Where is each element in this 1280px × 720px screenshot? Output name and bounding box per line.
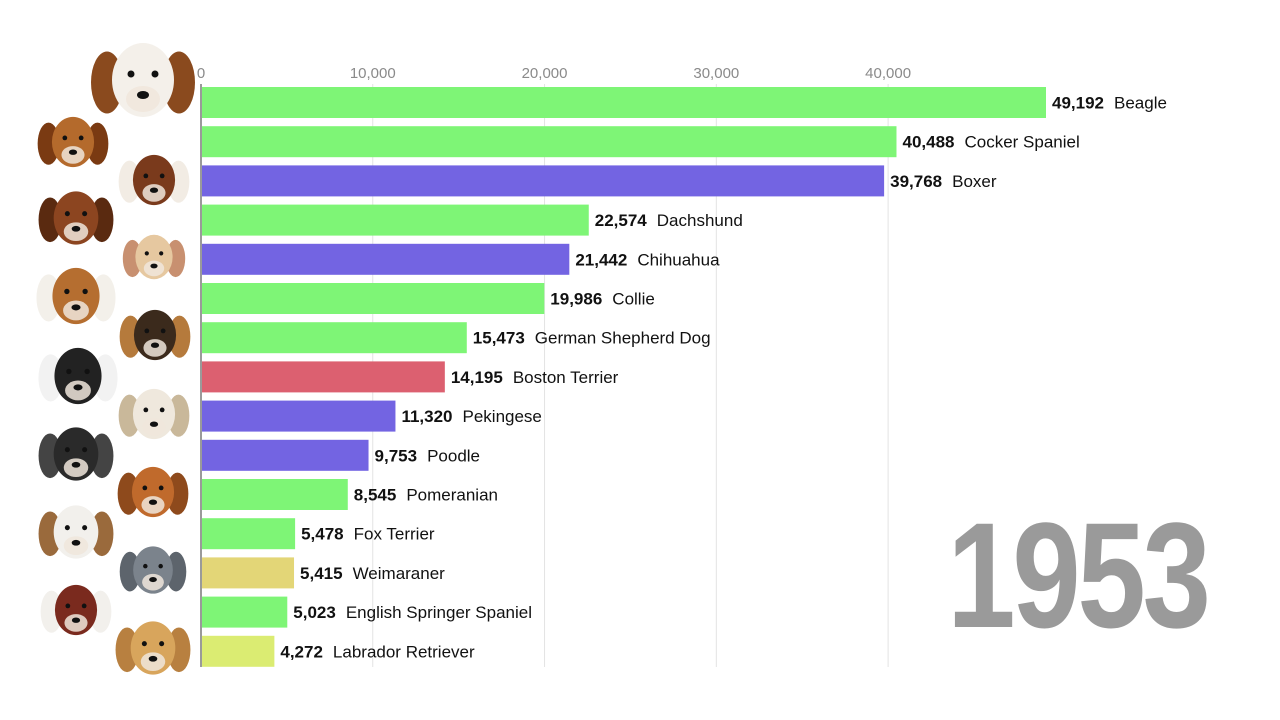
bar-category-label: Poodle	[427, 446, 480, 465]
bar-category-label: Weimaraner	[353, 564, 446, 583]
dachshund-head-icon	[38, 191, 114, 245]
bar	[202, 283, 545, 314]
bar-category-label: Chihuahua	[637, 250, 720, 269]
bar-value-label: 4,272	[280, 642, 323, 661]
bar-value-label: 14,195	[451, 368, 503, 387]
collie-head-icon	[36, 267, 116, 325]
bar	[202, 126, 897, 158]
bar	[202, 204, 589, 236]
bar-category-label: Pomeranian	[406, 486, 498, 505]
bar-value-label: 49,192	[1052, 94, 1104, 113]
x-tick-label: 20,000	[522, 65, 568, 82]
bar	[202, 400, 396, 432]
bar	[202, 518, 296, 550]
bar-value-label: 39,768	[890, 172, 942, 191]
x-tick-label: 10,000	[350, 65, 396, 82]
bar	[202, 165, 885, 197]
x-tick-label: 0	[197, 65, 205, 82]
bar-value-label: 5,478	[301, 525, 344, 544]
bar	[202, 322, 467, 354]
english-springer-spaniel-head-icon	[40, 584, 112, 636]
bar-value-label: 15,473	[473, 329, 525, 348]
bar-category-label: Collie	[612, 290, 655, 309]
poodle-head-icon	[38, 427, 114, 481]
pekingese-head-icon	[118, 388, 190, 440]
bar-category-label: Beagle	[1114, 94, 1167, 113]
year-counter: 1953	[947, 491, 1211, 659]
bar	[202, 87, 1046, 118]
grid-layer: 0 10,000 20,000 30,000 40,000	[197, 65, 911, 667]
chihuahua-head-icon	[122, 234, 186, 280]
bar-value-label: 19,986	[550, 290, 602, 309]
bar-value-label: 11,320	[401, 407, 452, 426]
bar	[202, 596, 288, 628]
bar	[202, 635, 275, 667]
bar-value-label: 8,545	[354, 486, 397, 505]
bar-value-label: 40,488	[902, 133, 954, 152]
bars-layer: 49,192 Beagle 40,488 Cocker Spaniel 39,768 Bo…	[202, 87, 1167, 667]
beagle-head-icon	[91, 43, 195, 117]
x-tick-label: 30,000	[693, 65, 739, 82]
bar-value-label: 9,753	[375, 446, 418, 465]
labrador-retriever-head-icon	[115, 621, 191, 675]
fox-terrier-head-icon	[38, 505, 114, 559]
bar-category-label: Boston Terrier	[513, 368, 619, 387]
cocker-spaniel-head-icon	[37, 116, 109, 168]
x-tick-label: 40,000	[865, 65, 911, 82]
bar	[202, 361, 445, 393]
weimaraner-head-icon	[119, 546, 187, 594]
bar	[202, 479, 348, 510]
bar-category-label: Dachshund	[657, 211, 743, 230]
bar	[202, 557, 295, 589]
bar-value-label: 21,442	[575, 250, 627, 269]
bar-value-label: 5,415	[300, 564, 343, 583]
bar	[202, 243, 570, 275]
bar-value-label: 5,023	[293, 603, 336, 622]
german-shepherd-head-icon	[119, 309, 191, 361]
bar-value-label: 22,574	[595, 211, 648, 230]
boston-terrier-head-icon	[38, 347, 118, 405]
bar-category-label: Labrador Retriever	[333, 642, 475, 661]
boxer-head-icon	[118, 154, 190, 206]
bar-category-label: Pekingese	[463, 407, 542, 426]
bar-category-label: Cocker Spaniel	[964, 133, 1079, 152]
bar-category-label: English Springer Spaniel	[346, 603, 532, 622]
pomeranian-head-icon	[117, 466, 189, 518]
bar-category-label: Fox Terrier	[354, 525, 435, 544]
dog-icon-column	[36, 43, 195, 675]
bar-category-label: German Shepherd Dog	[535, 329, 711, 348]
bar-category-label: Boxer	[952, 172, 997, 191]
bar	[202, 439, 369, 471]
